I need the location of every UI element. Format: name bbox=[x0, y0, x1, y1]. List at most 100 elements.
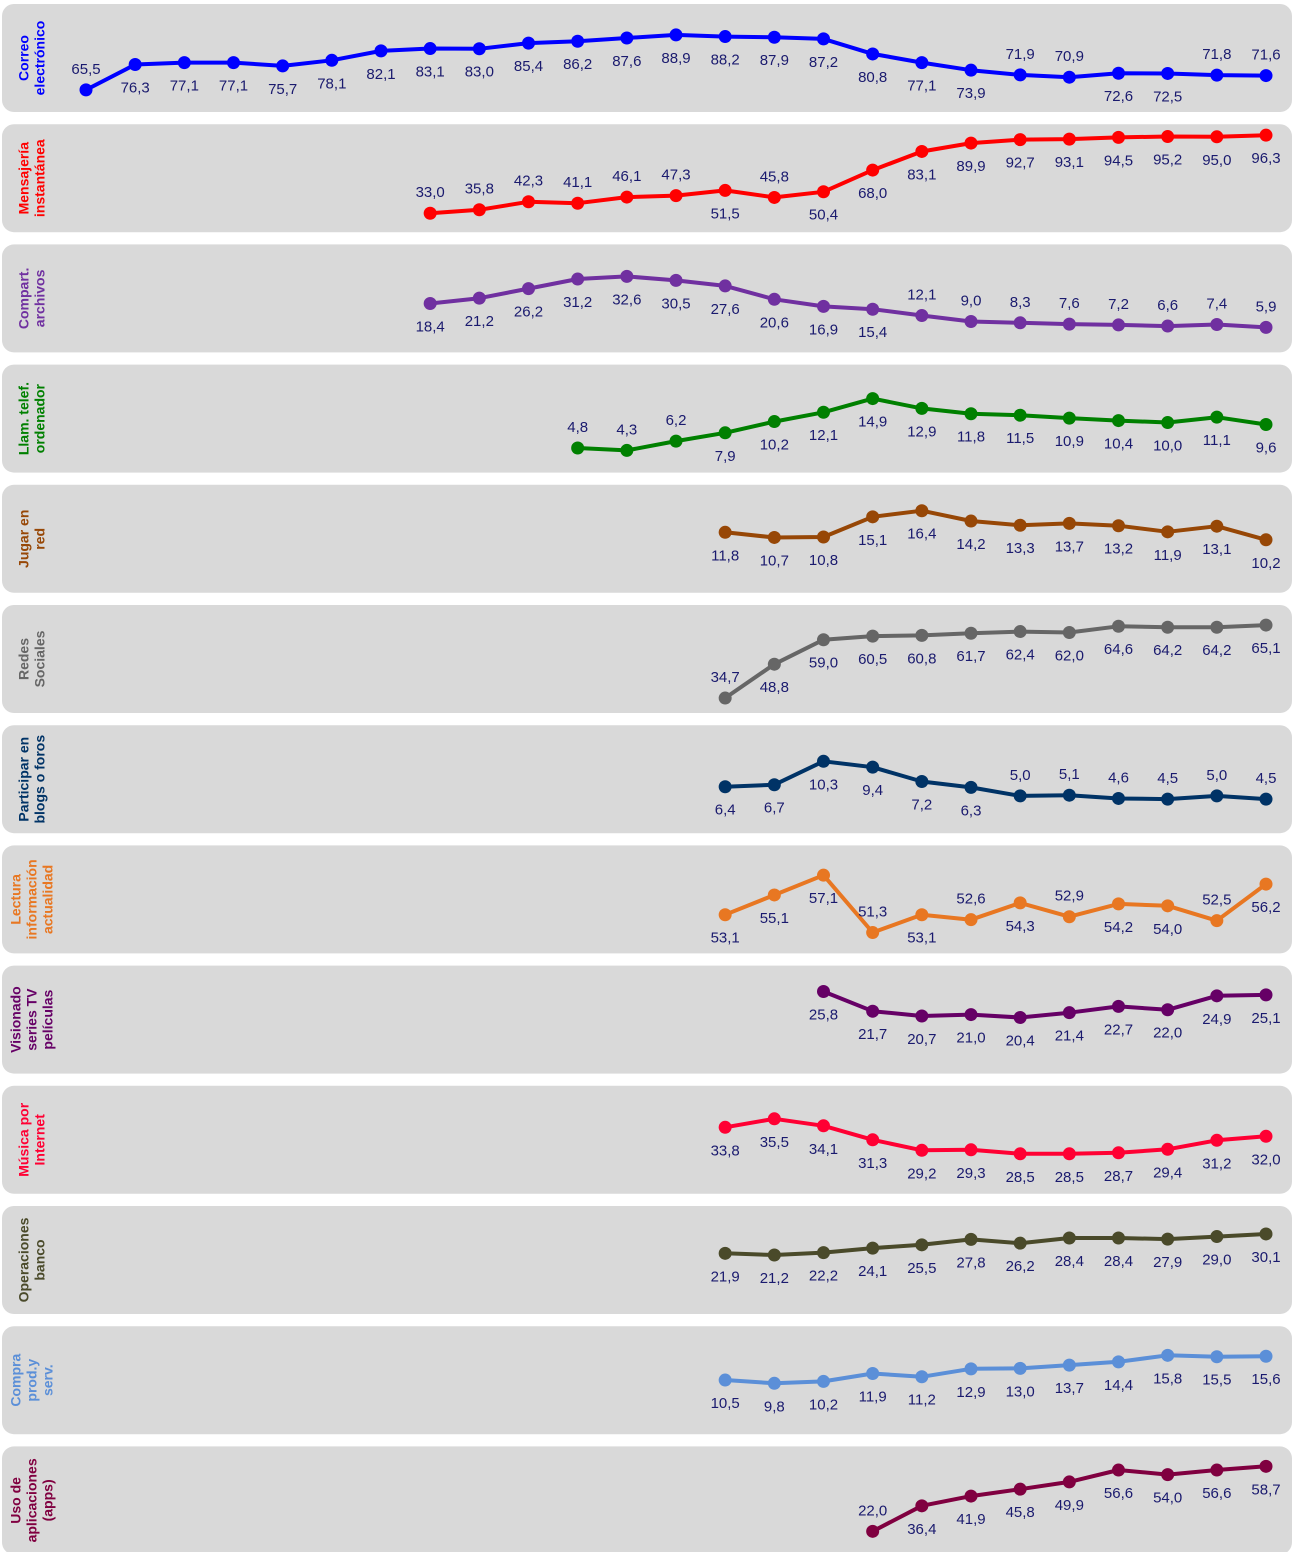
data-point bbox=[915, 401, 929, 415]
value-label: 55,1 bbox=[760, 910, 789, 927]
value-label: 25,1 bbox=[1251, 1010, 1280, 1027]
value-label: 35,8 bbox=[465, 181, 494, 198]
panel-title: electrónico bbox=[32, 21, 48, 96]
value-label: 82,1 bbox=[366, 66, 395, 83]
value-label: 10,2 bbox=[809, 1396, 838, 1413]
value-label: 29,2 bbox=[907, 1165, 936, 1182]
value-label: 13,7 bbox=[1055, 1380, 1084, 1397]
data-point bbox=[1259, 618, 1273, 632]
data-point bbox=[1161, 525, 1175, 539]
data-point bbox=[1259, 533, 1273, 547]
value-label: 18,4 bbox=[416, 318, 445, 335]
data-point bbox=[767, 1112, 781, 1126]
data-point bbox=[866, 1241, 880, 1255]
value-label: 6,3 bbox=[961, 802, 982, 819]
data-point bbox=[128, 58, 142, 72]
value-label: 7,6 bbox=[1059, 295, 1080, 312]
value-label: 4,3 bbox=[616, 421, 637, 438]
data-point bbox=[1259, 877, 1273, 891]
value-label: 10,3 bbox=[809, 776, 838, 793]
value-label: 13,2 bbox=[1104, 541, 1133, 558]
value-label: 24,9 bbox=[1202, 1011, 1231, 1028]
data-point bbox=[1210, 989, 1224, 1003]
data-point bbox=[866, 510, 880, 524]
data-point bbox=[1112, 130, 1125, 144]
data-point bbox=[1112, 1146, 1125, 1160]
data-point bbox=[1112, 318, 1125, 332]
value-label: 12,9 bbox=[907, 423, 936, 440]
value-label: 20,6 bbox=[760, 314, 789, 331]
value-label: 83,1 bbox=[907, 166, 936, 183]
data-point bbox=[1210, 1230, 1224, 1244]
data-point bbox=[669, 273, 683, 287]
data-point bbox=[767, 292, 781, 306]
value-label: 61,7 bbox=[956, 648, 985, 665]
data-point bbox=[423, 42, 437, 56]
value-label: 96,3 bbox=[1251, 150, 1280, 167]
data-point bbox=[1161, 1142, 1175, 1156]
data-point bbox=[866, 1133, 880, 1147]
data-point bbox=[1112, 999, 1125, 1013]
panel-title: Visionado bbox=[8, 986, 24, 1053]
panel: Operaciones banco 21,9 21,2 22,2 24,1 25,5 27,8… bbox=[2, 1206, 1292, 1314]
value-label: 9,0 bbox=[961, 292, 982, 309]
data-point bbox=[374, 44, 388, 58]
value-label: 12,1 bbox=[907, 287, 936, 304]
value-label: 5,1 bbox=[1059, 766, 1080, 783]
value-label: 7,4 bbox=[1206, 295, 1227, 312]
value-label: 73,9 bbox=[956, 85, 985, 102]
value-label: 53,1 bbox=[711, 930, 740, 947]
value-label: 60,5 bbox=[858, 651, 887, 668]
data-point bbox=[669, 434, 683, 448]
panel: Visionado series TV películas 25,8 21,7 20,7 2… bbox=[2, 965, 1292, 1074]
data-point bbox=[718, 1246, 732, 1260]
data-point bbox=[767, 778, 781, 792]
value-label: 28,7 bbox=[1104, 1168, 1133, 1185]
data-point bbox=[964, 63, 978, 77]
value-label: 28,5 bbox=[1055, 1169, 1084, 1186]
panel-background bbox=[2, 725, 1292, 834]
value-label: 11,5 bbox=[1006, 430, 1034, 447]
data-point bbox=[915, 1370, 929, 1384]
value-label: 5,9 bbox=[1256, 298, 1277, 315]
panel-title: Internet bbox=[32, 1114, 48, 1166]
value-label: 70,9 bbox=[1055, 48, 1084, 65]
series-line bbox=[429, 274, 1267, 330]
data-point bbox=[522, 195, 535, 209]
panel: Participar en blogs o foros 6,4 6,7 10,3 9,4 7… bbox=[2, 725, 1292, 834]
data-point bbox=[1161, 319, 1175, 333]
value-label: 9,6 bbox=[1256, 439, 1277, 456]
value-label: 25,5 bbox=[907, 1260, 936, 1277]
value-label: 77,1 bbox=[170, 78, 199, 95]
value-label: 93,1 bbox=[1055, 154, 1084, 171]
data-point bbox=[1013, 625, 1027, 639]
data-point bbox=[866, 926, 880, 940]
data-point bbox=[915, 1499, 929, 1513]
data-point bbox=[1161, 620, 1175, 634]
panel-title: Compra bbox=[8, 1354, 24, 1407]
value-label: 10,9 bbox=[1055, 433, 1084, 450]
value-label: 25,8 bbox=[809, 1006, 838, 1023]
value-label: 83,1 bbox=[416, 64, 445, 81]
value-label: 13,3 bbox=[1006, 540, 1035, 557]
value-label: 28,4 bbox=[1055, 1253, 1084, 1270]
data-point bbox=[1112, 1355, 1125, 1369]
data-point bbox=[1161, 792, 1175, 806]
value-label: 10,8 bbox=[809, 552, 838, 569]
value-label: 76,3 bbox=[121, 79, 150, 96]
data-point bbox=[718, 691, 732, 705]
data-point bbox=[964, 1489, 978, 1503]
data-point bbox=[767, 190, 781, 204]
value-label: 36,4 bbox=[907, 1521, 936, 1538]
value-label: 54,0 bbox=[1153, 921, 1182, 938]
value-label: 78,1 bbox=[317, 75, 346, 92]
data-point bbox=[718, 183, 732, 197]
value-label: 22,2 bbox=[809, 1268, 838, 1285]
data-point bbox=[915, 908, 929, 922]
value-label: 27,8 bbox=[956, 1254, 985, 1271]
panel-title: banco bbox=[32, 1239, 48, 1280]
value-label: 28,4 bbox=[1104, 1253, 1133, 1270]
data-point bbox=[1112, 519, 1125, 533]
panel-title: prod.y bbox=[24, 1359, 40, 1402]
data-point bbox=[522, 36, 535, 50]
